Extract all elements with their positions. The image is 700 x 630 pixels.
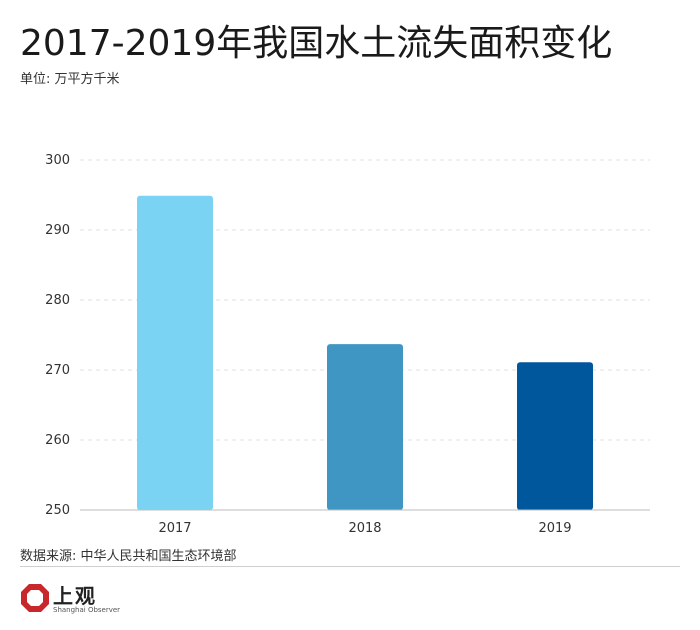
x-axis-ticks: 2017 2018 2019 (158, 521, 571, 536)
bar-2017 (137, 195, 213, 510)
bars (137, 195, 593, 510)
bar-2018 (327, 344, 403, 510)
logo-subtext: Shanghai Observer (53, 606, 121, 614)
bar-chart: 250 260 270 280 290 300 2017 2018 2019 (45, 153, 650, 536)
y-axis-ticks: 250 260 270 280 290 300 (45, 153, 70, 518)
y-tick-label: 260 (45, 433, 70, 448)
x-tick-label: 2017 (158, 521, 191, 536)
y-tick-label: 270 (45, 363, 70, 378)
logo-text: 上观 (53, 584, 97, 608)
data-source: 数据来源: 中华人民共和国生态环境部 (20, 549, 237, 564)
x-tick-label: 2019 (538, 521, 571, 536)
x-tick-label: 2018 (348, 521, 381, 536)
logo-octagon-icon (21, 584, 49, 612)
y-tick-label: 290 (45, 223, 70, 238)
y-tick-label: 300 (45, 153, 70, 168)
y-tick-label: 280 (45, 293, 70, 308)
footer-divider (20, 566, 680, 567)
y-tick-label: 250 (45, 503, 70, 518)
shanghai-observer-logo: 上观 Shanghai Observer (20, 580, 140, 620)
chart-title: 2017-2019年我国水土流失面积变化 (20, 23, 613, 64)
unit-label: 单位: 万平方千米 (20, 72, 120, 87)
bar-2019 (517, 362, 593, 510)
